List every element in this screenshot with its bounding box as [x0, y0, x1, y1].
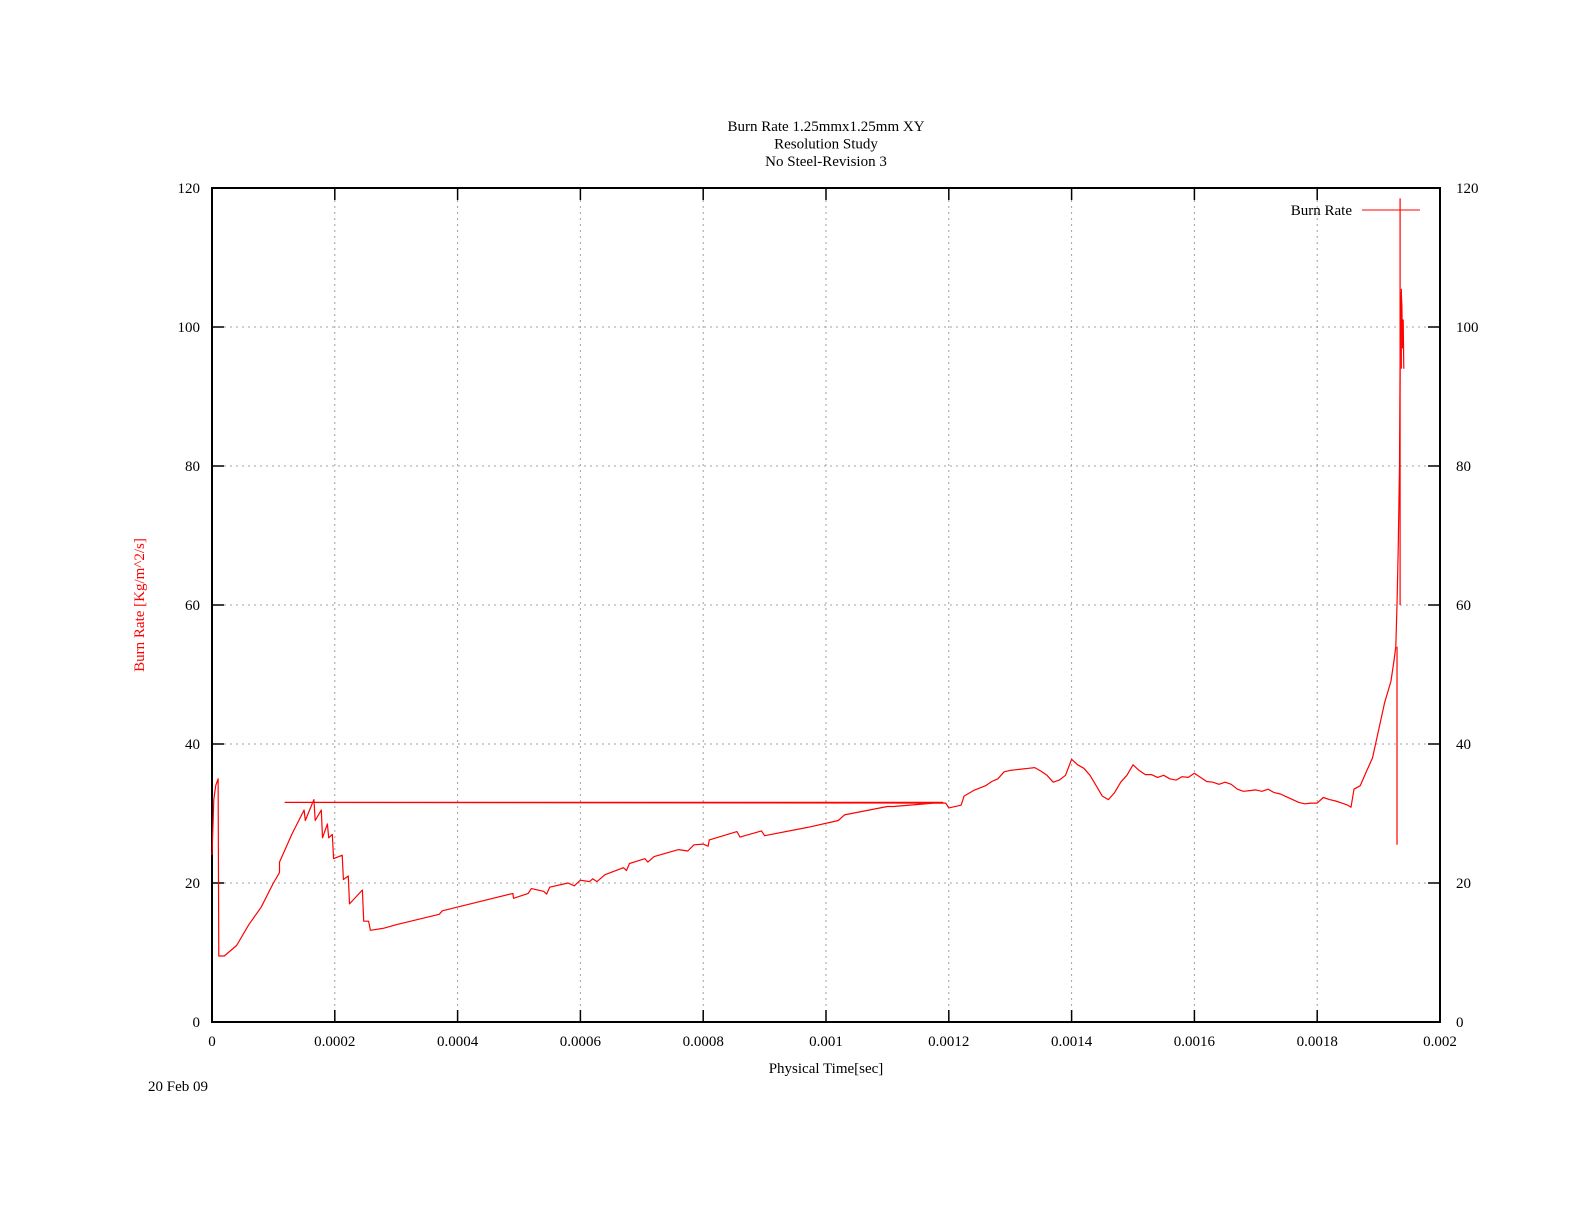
x-tick-label: 0.0014 [1051, 1034, 1093, 1050]
series-line-burn-rate [211, 291, 1405, 957]
axis-ticks: 0 0.0002 0.0004 0.0006 0.0008 0.001 0.0012 0.00… [178, 181, 1479, 1050]
y-tick-label-left: 20 [185, 876, 200, 892]
chart-title: Burn Rate 1.25mmx1.25mm XY Resolution Stu… [727, 119, 924, 170]
y-tick-label-left: 80 [185, 459, 200, 475]
x-tick-label: 0.0002 [314, 1034, 355, 1050]
y-tick-label-right: 120 [1456, 181, 1479, 197]
grid-lines [212, 188, 1440, 1022]
y-tick-label-left: 120 [178, 181, 201, 197]
y-tick-label-right: 20 [1456, 876, 1471, 892]
legend: Burn Rate [1291, 203, 1420, 219]
y-axis-label: Burn Rate [Kg/m^2/s] [132, 538, 148, 672]
x-tick-label: 0 [208, 1034, 216, 1050]
y-tick-label-right: 100 [1456, 320, 1479, 336]
date-stamp: 20 Feb 09 [148, 1079, 208, 1095]
y-tick-label-left: 0 [193, 1015, 201, 1031]
x-tick-label: 0.001 [809, 1034, 843, 1050]
title-line-1: Burn Rate 1.25mmx1.25mm XY [727, 119, 924, 135]
legend-label-burn-rate: Burn Rate [1291, 203, 1353, 219]
x-tick-label: 0.0008 [683, 1034, 724, 1050]
x-tick-label: 0.0012 [928, 1034, 969, 1050]
y-tick-label-right: 40 [1456, 737, 1471, 753]
y-tick-label-left: 40 [185, 737, 200, 753]
x-tick-label: 0.0006 [560, 1034, 602, 1050]
series-burn-rate [211, 198, 1405, 957]
x-axis-label: Physical Time[sec] [769, 1061, 884, 1077]
y-tick-label-left: 100 [178, 320, 201, 336]
y-tick-label-right: 60 [1456, 598, 1471, 614]
x-tick-label: 0.0018 [1297, 1034, 1338, 1050]
y-tick-label-right: 80 [1456, 459, 1471, 475]
title-line-2: Resolution Study [774, 137, 878, 153]
x-tick-label: 0.0004 [437, 1034, 479, 1050]
title-line-3: No Steel-Revision 3 [765, 154, 887, 170]
x-tick-label: 0.002 [1423, 1034, 1457, 1050]
x-tick-label: 0.0016 [1174, 1034, 1216, 1050]
y-tick-label-right: 0 [1456, 1015, 1464, 1031]
y-tick-label-left: 60 [185, 598, 200, 614]
